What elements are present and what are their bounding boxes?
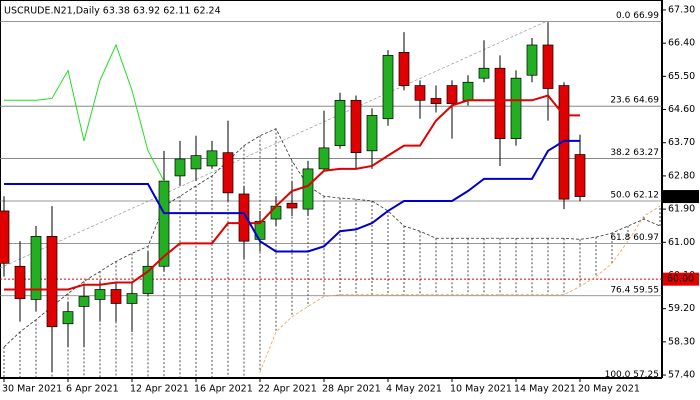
candle-body bbox=[462, 81, 474, 101]
candle-body bbox=[78, 296, 90, 307]
candle-body bbox=[206, 150, 218, 167]
y-tick-label: 61.90 bbox=[668, 204, 695, 215]
candle-body bbox=[142, 265, 154, 294]
x-tick-label: 14 May 2021 bbox=[514, 384, 576, 395]
candle-body bbox=[286, 202, 298, 209]
candle-body bbox=[222, 152, 234, 194]
candle-body bbox=[414, 85, 426, 101]
y-tick-label: 66.40 bbox=[668, 38, 695, 49]
y-tick-label: 57.40 bbox=[668, 370, 695, 381]
price-tag bbox=[663, 272, 699, 286]
indicator-line bbox=[4, 139, 580, 253]
y-tick-label: 58.30 bbox=[668, 336, 695, 347]
axis-bg bbox=[0, 379, 662, 400]
candle-body bbox=[446, 85, 458, 104]
y-tick-label: 59.20 bbox=[668, 303, 695, 314]
price-tag-label: 62.24 bbox=[667, 191, 694, 202]
candle-body bbox=[430, 98, 442, 104]
candle-body bbox=[334, 99, 346, 147]
x-tick-label: 30 Mar 2021 bbox=[2, 384, 62, 395]
x-tick-label: 20 May 2021 bbox=[578, 384, 640, 395]
candle-body bbox=[382, 54, 394, 120]
candle-body bbox=[270, 205, 282, 220]
fib-label: 0.0 66.99 bbox=[616, 11, 659, 21]
candle-body bbox=[494, 67, 506, 140]
candle-body bbox=[0, 210, 10, 264]
y-tick-label: 64.60 bbox=[668, 104, 695, 115]
candle-body bbox=[574, 154, 586, 197]
candle-body bbox=[94, 289, 106, 300]
chart-title: USCRUDE.N21,Daily 63.38 63.92 62.11 62.2… bbox=[4, 6, 221, 17]
fib-label: 100.0 57.25 bbox=[605, 370, 659, 380]
candle-body bbox=[30, 236, 42, 300]
y-tick-label: 62.80 bbox=[668, 170, 695, 181]
candle-body bbox=[366, 115, 378, 152]
candle-body bbox=[302, 168, 314, 210]
candle-body bbox=[126, 293, 138, 304]
y-tick-label: 61.00 bbox=[668, 237, 695, 248]
x-tick-label: 4 May 2021 bbox=[386, 384, 442, 395]
candle-body bbox=[542, 44, 554, 89]
candle-body bbox=[238, 193, 250, 242]
y-tick-label: 63.70 bbox=[668, 137, 695, 148]
fib-label: 61.8 60.97 bbox=[610, 233, 659, 243]
candle-body bbox=[398, 52, 410, 86]
span-b-line bbox=[259, 205, 661, 373]
fib-label: 50.0 62.12 bbox=[610, 190, 659, 200]
candle-body bbox=[62, 311, 74, 325]
x-tick-label: 10 May 2021 bbox=[450, 384, 512, 395]
candle-body bbox=[174, 158, 186, 177]
indicator-line bbox=[4, 94, 580, 291]
x-tick-label: 28 Apr 2021 bbox=[322, 384, 381, 395]
candle-body bbox=[558, 85, 570, 200]
candle-body bbox=[510, 77, 522, 140]
price-tag-label: 60.00 bbox=[667, 274, 694, 285]
x-tick-label: 6 Apr 2021 bbox=[66, 384, 119, 395]
candle-body bbox=[526, 44, 538, 76]
candle-body bbox=[190, 155, 202, 170]
price-tag bbox=[663, 190, 699, 204]
fib-label: 23.6 64.69 bbox=[610, 96, 659, 106]
candle-body bbox=[318, 147, 330, 170]
candle-body bbox=[350, 99, 362, 154]
x-tick-label: 16 Apr 2021 bbox=[194, 384, 253, 395]
y-tick-label: 65.50 bbox=[668, 71, 695, 82]
candle-body bbox=[110, 289, 122, 304]
y-tick-label: 67.30 bbox=[668, 4, 695, 15]
x-tick-label: 22 Apr 2021 bbox=[258, 384, 317, 395]
indicator-line bbox=[4, 43, 165, 182]
candle-body bbox=[14, 265, 26, 300]
candle-body bbox=[478, 67, 490, 79]
candle-body bbox=[46, 236, 58, 328]
fib-label: 76.4 59.55 bbox=[610, 285, 659, 295]
fib-label: 38.2 63.27 bbox=[610, 148, 659, 158]
x-tick-label: 12 Apr 2021 bbox=[130, 384, 189, 395]
